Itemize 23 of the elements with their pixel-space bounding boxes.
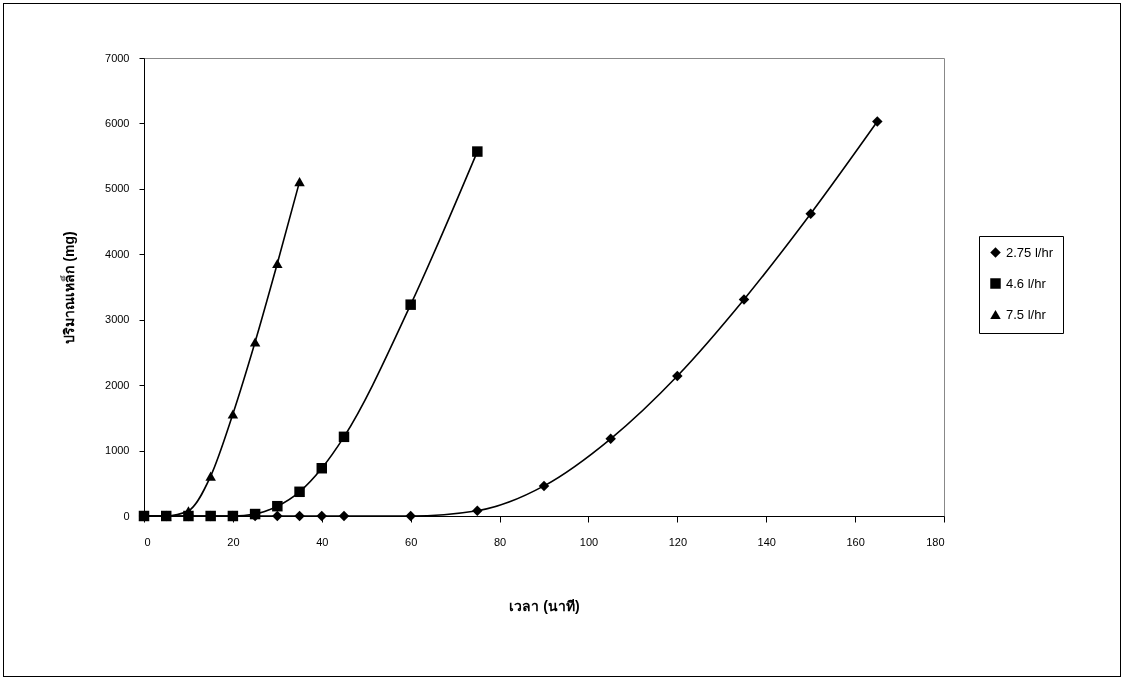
y-tick-label: 5000 [105,182,130,195]
y-tick-label: 4000 [105,247,130,260]
y-tick-label: 1000 [105,444,130,457]
legend-label: 7.5 l/hr [1006,306,1047,322]
x-tick-label: 100 [579,535,599,548]
x-tick-label: 20 [227,535,240,548]
x-tick-label: 80 [493,535,507,548]
y-tick-label: 3000 [105,313,130,326]
legend-label: 4.6 l/hr [1006,275,1047,291]
x-tick-label: 40 [316,535,329,548]
x-tick-label: 120 [668,535,688,548]
x-axis-title: เวลา (นาที) [509,597,580,614]
y-tick-label: 0 [123,509,130,522]
y-tick-label: 2000 [105,378,130,391]
x-tick-label: 160 [846,535,865,548]
x-tick-label: 180 [926,535,945,548]
y-tick-label: 6000 [105,116,130,129]
y-tick-label: 7000 [105,51,130,64]
x-tick-label: 60 [405,535,418,548]
legend-label: 2.75 l/hr [1006,244,1054,260]
y-axis-title: ปริมาณเหล็ก (mg) [60,231,78,344]
x-tick-label: 140 [757,535,776,548]
x-tick-label: 0 [144,535,151,548]
